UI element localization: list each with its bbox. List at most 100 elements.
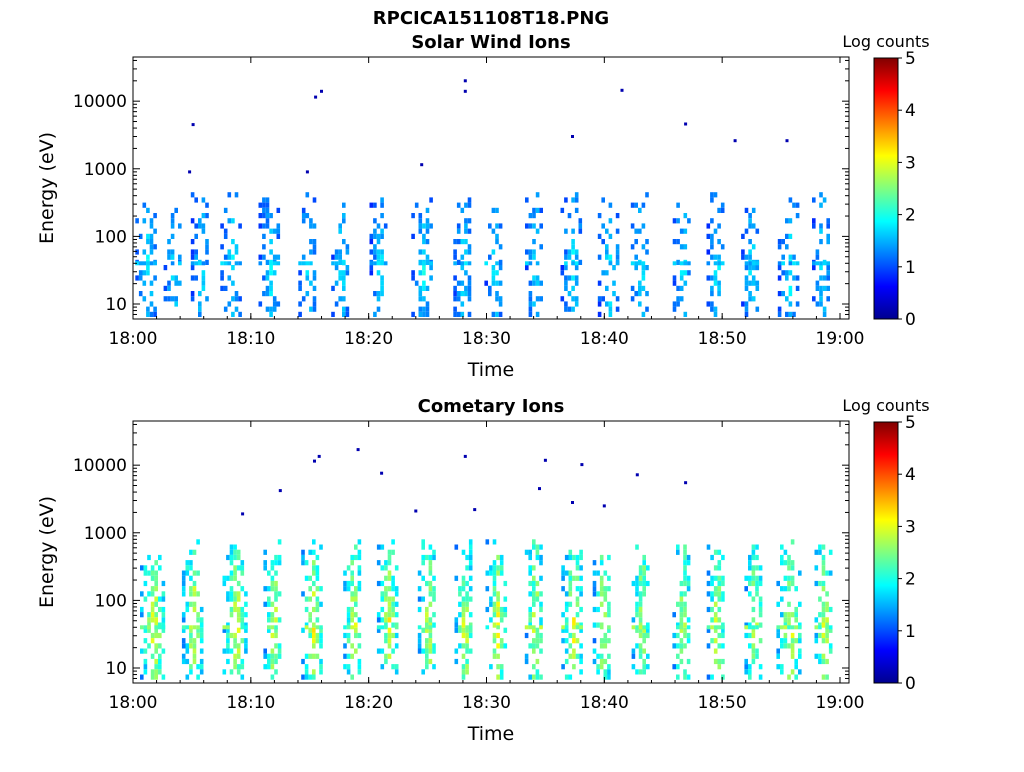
heatmap-cell	[391, 601, 395, 607]
heatmap-cell	[346, 653, 351, 659]
heatmap-cell	[572, 554, 576, 561]
heatmap-cell	[564, 261, 568, 266]
heatmap-cell	[178, 254, 182, 260]
heatmap-cell	[574, 207, 579, 213]
heatmap-cell	[272, 296, 277, 302]
heatmap-cell	[425, 612, 429, 618]
heatmap-cell	[564, 648, 569, 654]
heatmap-cell	[244, 648, 248, 654]
heatmap-cell	[539, 244, 543, 250]
heatmap-cell	[380, 291, 384, 297]
heatmap-cell	[819, 239, 823, 245]
heatmap-cell	[192, 653, 197, 659]
heatmap-cell	[535, 554, 540, 561]
heatmap-cell	[489, 570, 493, 576]
heatmap-cell	[428, 648, 433, 654]
heatmap-cell	[276, 223, 281, 229]
heatmap-cell	[194, 223, 198, 229]
heatmap-cell	[564, 285, 568, 291]
heatmap-cell	[642, 591, 646, 597]
heatmap-cell	[376, 648, 381, 654]
heatmap-cell	[491, 270, 496, 276]
heatmap-cell	[499, 570, 504, 576]
heatmap-cell	[706, 580, 711, 587]
heatmap-cell	[194, 254, 198, 260]
heatmap-cell	[380, 664, 385, 670]
heatmap-cell	[150, 617, 155, 623]
heatmap-cell	[380, 606, 385, 613]
heatmap-cell	[458, 586, 462, 592]
heatmap-cell	[227, 254, 232, 260]
heatmap-cell	[679, 617, 684, 623]
heatmap-cell	[170, 213, 175, 219]
heatmap-cell	[373, 202, 377, 208]
heatmap-cell	[154, 617, 158, 623]
heatmap-cell	[603, 591, 608, 597]
heatmap-cell	[744, 658, 748, 665]
heatmap-cell	[592, 570, 597, 576]
heatmap-cell	[758, 638, 763, 644]
heatmap-cell	[220, 275, 224, 281]
heatmap-cell	[158, 632, 162, 639]
heatmap-cell	[357, 539, 362, 545]
heatmap-cell	[418, 218, 423, 224]
heatmap-cell	[226, 658, 230, 665]
heatmap-cell	[387, 627, 392, 633]
heatmap-cell	[818, 632, 822, 639]
heatmap-cell	[755, 653, 759, 659]
heatmap-cell	[461, 580, 466, 587]
heatmap-cell	[605, 244, 609, 250]
heatmap-cell	[748, 664, 752, 670]
heatmap-cell	[205, 213, 209, 219]
heatmap-cell	[387, 575, 392, 581]
heatmap-cell	[485, 586, 490, 592]
heatmap-cell	[641, 223, 646, 229]
heatmap-cell	[201, 280, 206, 286]
heatmap-cell	[277, 643, 282, 649]
heatmap-cell	[683, 560, 687, 566]
heatmap-cell	[630, 244, 635, 250]
heatmap-cell	[312, 306, 317, 312]
heatmap-cell	[319, 632, 323, 639]
heatmap-cell	[638, 627, 643, 633]
heatmap-cell	[142, 270, 147, 276]
heatmap-cell	[787, 565, 791, 571]
heatmap-cell	[758, 565, 763, 571]
heatmap-cell	[357, 664, 362, 670]
heatmap-cell	[720, 261, 725, 266]
heatmap-cell	[190, 218, 195, 224]
heatmap-cell	[233, 653, 237, 659]
heatmap-cell	[158, 669, 162, 675]
panel-title: Solar Wind Ions	[411, 32, 570, 53]
heatmap-cell	[354, 596, 358, 602]
heatmap-cell	[189, 549, 193, 555]
heatmap-cell	[143, 638, 148, 644]
heatmap-cell	[146, 306, 150, 312]
heatmap-cell	[240, 606, 245, 613]
heatmap-cell	[312, 591, 316, 597]
heatmap-cell	[226, 643, 230, 649]
heatmap-cell	[456, 239, 461, 245]
heatmap-cell	[815, 254, 820, 260]
heatmap-cell	[608, 261, 613, 266]
heatmap-cell	[525, 223, 529, 229]
heatmap-cell	[150, 669, 155, 675]
heatmap-cell	[417, 643, 422, 649]
heatmap-cell	[601, 239, 605, 245]
heatmap-cell	[244, 625, 248, 630]
heatmap-cell	[270, 658, 275, 665]
heatmap-cell	[564, 280, 568, 286]
heatmap-cell	[524, 549, 529, 555]
heatmap-cell	[676, 601, 680, 607]
panel-title: Cometary Ions	[418, 396, 565, 417]
heatmap-cell	[713, 601, 718, 607]
heatmap-cell	[777, 306, 782, 312]
heatmap-cell	[713, 549, 718, 555]
heatmap-cell	[269, 259, 273, 265]
y-tick-label: 10	[105, 295, 127, 315]
heatmap-cell	[421, 627, 425, 633]
heatmap-cell	[785, 270, 789, 276]
heatmap-cell	[312, 296, 317, 302]
heatmap-cell	[564, 658, 569, 665]
heatmap-cell	[758, 596, 763, 602]
